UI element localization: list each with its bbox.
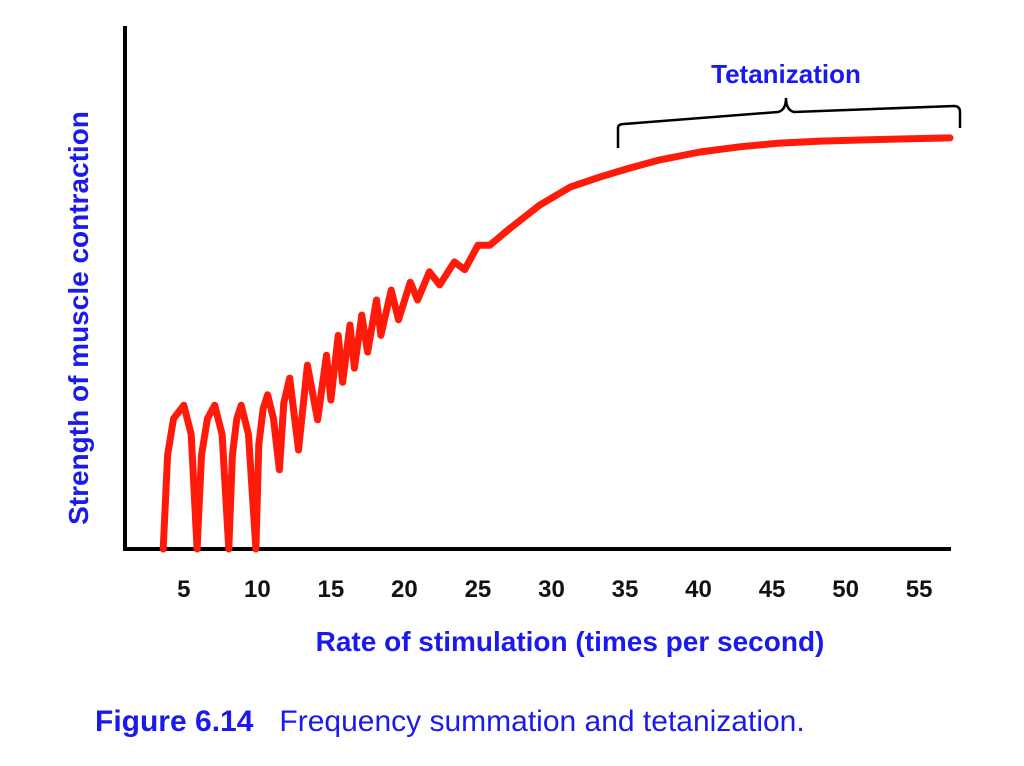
caption-text: Frequency summation and tetanization.	[279, 705, 804, 738]
x-tick-label: 35	[612, 576, 639, 603]
bracket	[616, 97, 962, 148]
x-tick-label: 20	[391, 576, 418, 603]
line	[159, 134, 954, 553]
x-tick-label: 40	[685, 576, 712, 603]
caption-label: Figure 6.14	[95, 705, 254, 738]
y-axis-label: Strength of muscle contraction	[63, 111, 94, 525]
x-tick-label: 55	[906, 576, 933, 603]
x-tick-label: 30	[538, 576, 565, 603]
x-tick-label: 50	[832, 576, 859, 603]
x-tick-label: 10	[244, 576, 271, 603]
x-tick-label: 25	[465, 576, 492, 603]
x-tick-label: 5	[177, 576, 190, 603]
caption: Figure 6.14 Frequency summation and tetan…	[95, 705, 805, 738]
x-tick-label: 15	[318, 576, 345, 603]
x-tick-label: 45	[759, 576, 786, 603]
x-axis-label: Rate of stimulation (times per second)	[316, 626, 825, 657]
annotation: Tetanization	[711, 59, 861, 89]
